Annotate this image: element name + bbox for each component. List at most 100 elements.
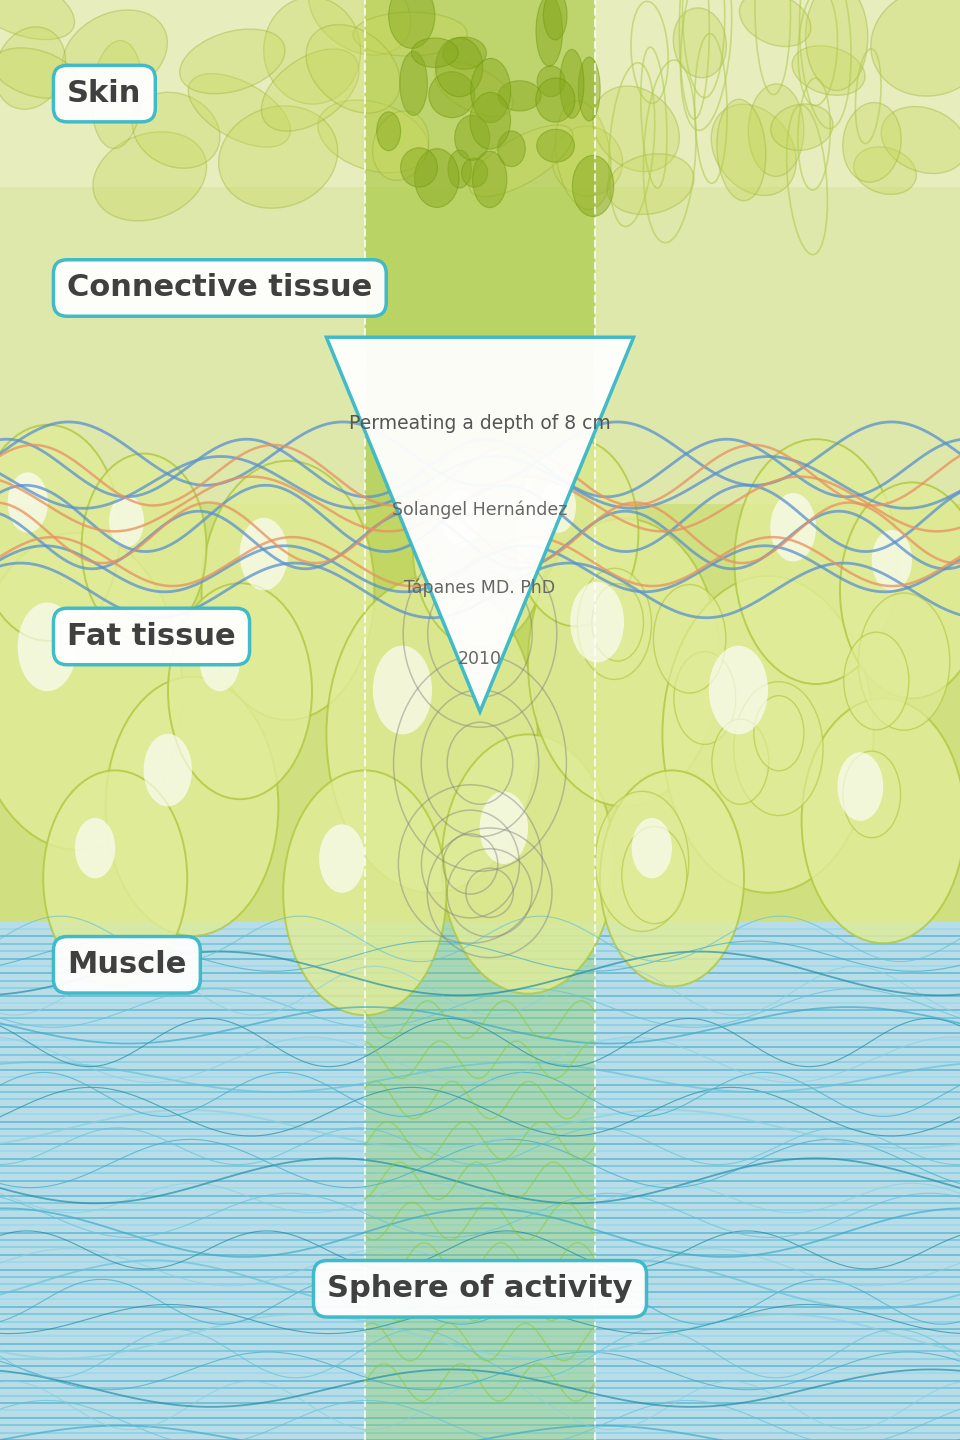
Ellipse shape bbox=[219, 107, 338, 209]
Bar bbox=[365, 504, 595, 922]
Ellipse shape bbox=[711, 104, 796, 196]
Circle shape bbox=[840, 482, 960, 698]
Ellipse shape bbox=[881, 107, 960, 174]
Ellipse shape bbox=[537, 66, 564, 96]
Ellipse shape bbox=[62, 10, 167, 98]
Ellipse shape bbox=[592, 86, 680, 171]
Circle shape bbox=[106, 677, 278, 936]
Circle shape bbox=[413, 446, 547, 648]
Ellipse shape bbox=[308, 0, 411, 55]
Circle shape bbox=[43, 770, 187, 986]
Circle shape bbox=[200, 631, 240, 691]
Circle shape bbox=[541, 481, 576, 533]
Ellipse shape bbox=[771, 104, 833, 150]
Circle shape bbox=[0, 425, 120, 641]
Ellipse shape bbox=[469, 92, 511, 150]
Ellipse shape bbox=[376, 112, 400, 151]
Circle shape bbox=[443, 491, 480, 547]
Circle shape bbox=[843, 752, 900, 838]
Circle shape bbox=[480, 792, 528, 864]
Ellipse shape bbox=[399, 52, 427, 115]
Ellipse shape bbox=[93, 132, 206, 220]
Circle shape bbox=[712, 719, 769, 805]
Ellipse shape bbox=[318, 99, 428, 173]
Circle shape bbox=[442, 734, 614, 994]
Ellipse shape bbox=[717, 99, 766, 200]
Circle shape bbox=[837, 752, 883, 821]
Circle shape bbox=[326, 576, 538, 893]
Text: Permeating a depth of 8 cm: Permeating a depth of 8 cm bbox=[349, 413, 611, 433]
Ellipse shape bbox=[455, 115, 490, 160]
Ellipse shape bbox=[443, 37, 487, 69]
Ellipse shape bbox=[552, 127, 623, 196]
Ellipse shape bbox=[607, 154, 694, 215]
Ellipse shape bbox=[132, 92, 220, 168]
Ellipse shape bbox=[543, 0, 567, 40]
Circle shape bbox=[632, 818, 672, 878]
Text: 2010: 2010 bbox=[458, 651, 502, 668]
Ellipse shape bbox=[0, 0, 75, 40]
Ellipse shape bbox=[372, 111, 429, 180]
Circle shape bbox=[319, 824, 365, 893]
Ellipse shape bbox=[462, 158, 488, 187]
Ellipse shape bbox=[0, 27, 65, 109]
Ellipse shape bbox=[412, 37, 458, 68]
Ellipse shape bbox=[188, 73, 290, 147]
Ellipse shape bbox=[470, 59, 511, 122]
Ellipse shape bbox=[673, 7, 727, 78]
Circle shape bbox=[82, 454, 206, 641]
Circle shape bbox=[595, 792, 688, 932]
Circle shape bbox=[662, 576, 874, 893]
Ellipse shape bbox=[792, 46, 865, 95]
Text: Skin: Skin bbox=[67, 79, 141, 108]
Ellipse shape bbox=[871, 0, 960, 96]
Text: Connective tissue: Connective tissue bbox=[67, 274, 372, 302]
Circle shape bbox=[733, 681, 823, 815]
Bar bbox=[0, 922, 960, 1440]
Ellipse shape bbox=[306, 24, 400, 114]
Circle shape bbox=[802, 698, 960, 943]
Text: Solangel Hernández: Solangel Hernández bbox=[393, 500, 567, 518]
Circle shape bbox=[844, 632, 909, 730]
Bar bbox=[0, 0, 960, 187]
Bar bbox=[365, 0, 595, 504]
Circle shape bbox=[202, 461, 374, 720]
Ellipse shape bbox=[436, 37, 483, 96]
Circle shape bbox=[708, 645, 768, 734]
Ellipse shape bbox=[435, 62, 514, 117]
Ellipse shape bbox=[429, 72, 475, 118]
Ellipse shape bbox=[853, 147, 917, 194]
Text: Sphere of activity: Sphere of activity bbox=[327, 1274, 633, 1303]
Circle shape bbox=[591, 583, 643, 661]
Text: Tápanes MD. PhD: Tápanes MD. PhD bbox=[404, 579, 556, 598]
Circle shape bbox=[514, 439, 638, 626]
Circle shape bbox=[372, 645, 432, 734]
Circle shape bbox=[654, 585, 726, 693]
Ellipse shape bbox=[748, 84, 804, 177]
Circle shape bbox=[240, 518, 288, 590]
Ellipse shape bbox=[400, 148, 438, 187]
Polygon shape bbox=[326, 337, 634, 711]
Ellipse shape bbox=[536, 0, 563, 66]
Circle shape bbox=[168, 583, 312, 799]
Circle shape bbox=[754, 696, 804, 770]
Circle shape bbox=[570, 582, 624, 662]
Ellipse shape bbox=[497, 131, 525, 167]
Ellipse shape bbox=[389, 0, 435, 49]
Text: Fat tissue: Fat tissue bbox=[67, 622, 236, 651]
Circle shape bbox=[600, 770, 744, 986]
Text: Muscle: Muscle bbox=[67, 950, 186, 979]
Ellipse shape bbox=[448, 150, 471, 189]
Ellipse shape bbox=[537, 130, 574, 163]
Ellipse shape bbox=[261, 49, 359, 131]
Circle shape bbox=[770, 492, 816, 562]
Circle shape bbox=[109, 495, 144, 547]
Ellipse shape bbox=[572, 156, 613, 216]
Circle shape bbox=[144, 734, 192, 806]
Bar bbox=[0, 187, 960, 504]
Ellipse shape bbox=[264, 0, 361, 104]
Circle shape bbox=[858, 593, 949, 730]
Circle shape bbox=[577, 569, 652, 680]
Circle shape bbox=[0, 533, 182, 850]
Ellipse shape bbox=[578, 58, 600, 121]
